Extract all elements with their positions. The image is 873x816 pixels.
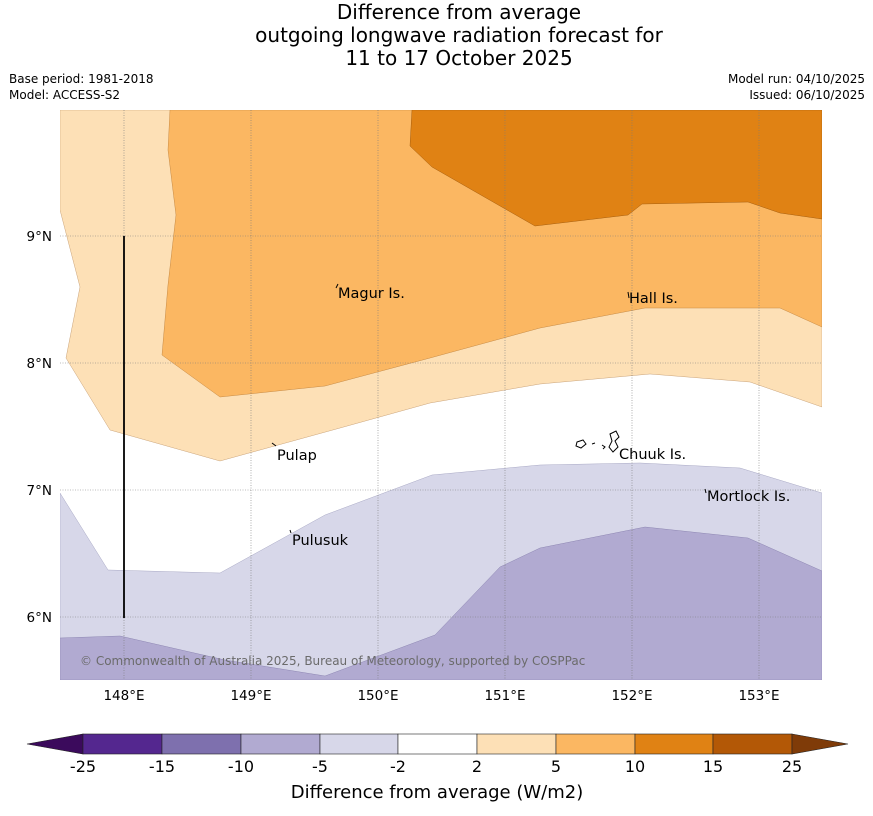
place-hall: Hall Is.	[629, 291, 678, 307]
lon-tick-150: 150°E	[357, 688, 398, 704]
place-magur: Magur Is.	[338, 286, 405, 302]
cb-tick-neg25: -25	[70, 757, 96, 776]
band-10-15	[409, 110, 822, 227]
cb-seg-3	[240, 733, 321, 755]
cb-extend-high	[791, 733, 849, 755]
colorbar-ticks: -25 -15 -10 -5 -2 2 5 10 15 25	[70, 757, 802, 776]
base-period: Base period: 1981-2018	[9, 72, 154, 86]
meta-right: Model run: 04/10/2025 Issued: 06/10/2025	[728, 71, 865, 103]
cb-seg-1	[82, 733, 163, 755]
cb-tick-25: 25	[782, 757, 802, 776]
lat-tick-6: 6°N	[27, 610, 52, 626]
cb-seg-5	[397, 733, 478, 755]
place-mortlock: Mortlock Is.	[707, 489, 790, 505]
lon-tick-153: 153°E	[738, 688, 779, 704]
cb-seg-8	[634, 733, 714, 755]
cb-seg-4	[319, 733, 399, 755]
cb-tick-neg5: -5	[312, 757, 328, 776]
cb-tick-neg2: -2	[390, 757, 406, 776]
place-chuuk: Chuuk Is.	[619, 447, 686, 463]
cb-seg-9	[712, 733, 793, 755]
title-line-3: 11 to 17 October 2025	[345, 46, 573, 70]
copyright-note: © Commonwealth of Australia 2025, Bureau…	[80, 654, 585, 668]
lon-tick-148: 148°E	[103, 688, 144, 704]
band-neg5-neg10	[60, 526, 822, 680]
model-run: Model run: 04/10/2025	[727, 72, 865, 86]
cb-seg-2	[161, 733, 242, 755]
place-pulap: Pulap	[277, 448, 317, 464]
cb-tick-10: 10	[625, 757, 645, 776]
lon-tick-149: 149°E	[230, 688, 271, 704]
place-pulusuk: Pulusuk	[292, 533, 349, 549]
meta-left: Base period: 1981-2018 Model: ACCESS-S2	[9, 71, 154, 103]
title-line-2: outgoing longwave radiation forecast for	[255, 23, 663, 47]
model-name: Model: ACCESS-S2	[9, 88, 121, 102]
contour-map: Magur Is. Hall Is. Pulap Chuuk Is. Mortl…	[60, 110, 822, 680]
lat-tick-9: 9°N	[27, 229, 52, 245]
lon-axis-labels: 148°E 149°E 150°E 151°E 152°E 153°E	[103, 688, 779, 704]
lon-tick-152: 152°E	[611, 688, 652, 704]
cb-tick-15: 15	[703, 757, 723, 776]
cb-extend-low	[26, 733, 84, 755]
issued-date: Issued: 06/10/2025	[749, 88, 865, 102]
cb-seg-7	[555, 733, 636, 755]
island-outlines	[271, 283, 707, 534]
lon-tick-151: 151°E	[484, 688, 525, 704]
colorbar	[26, 733, 849, 755]
cb-tick-neg15: -15	[149, 757, 175, 776]
lat-tick-8: 8°N	[27, 356, 52, 372]
cb-tick-neg10: -10	[228, 757, 254, 776]
lat-axis-labels: 9°N 8°N 7°N 6°N	[27, 229, 52, 626]
colorbar-title: Difference from average (W/m2)	[291, 782, 583, 803]
cb-tick-2: 2	[472, 757, 482, 776]
lat-tick-7: 7°N	[27, 483, 52, 499]
cb-seg-6	[476, 733, 557, 755]
chuuk-lagoon-icon	[575, 430, 620, 453]
title-line-1: Difference from average	[336, 0, 582, 24]
cb-tick-5: 5	[551, 757, 561, 776]
